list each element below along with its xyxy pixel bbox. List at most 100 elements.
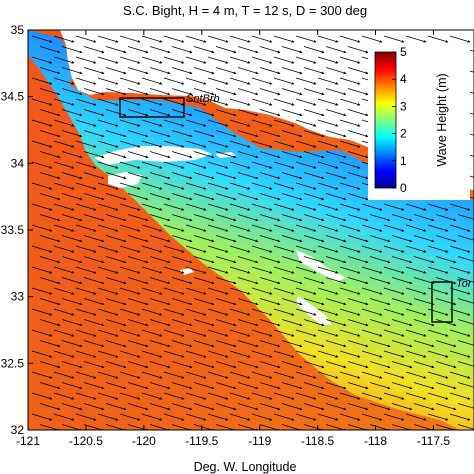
colorbar-label: Wave Height (m) [435, 73, 449, 166]
wave-arrow [457, 382, 474, 388]
wave-arrow [303, 382, 325, 390]
wave-arrow [163, 413, 185, 421]
wave-arrow [83, 277, 105, 285]
wave-arrow [39, 109, 61, 117]
wave-arrow [339, 77, 361, 85]
wave-arrow [251, 329, 273, 337]
wave-arrow [75, 203, 97, 211]
wave-arrow [347, 130, 369, 138]
wave-arrow [457, 319, 474, 325]
wave-arrow [163, 56, 185, 64]
axis-ticks: -121 -120.5 -120 -119.5 -119 -118.5 -118 -117.5… [1, 23, 451, 448]
wave-arrow [303, 67, 325, 75]
wave-arrow [347, 88, 369, 96]
wave-arrow [361, 287, 383, 295]
wave-arrow [149, 88, 171, 96]
wave-arrow [295, 371, 317, 379]
wave-arrow [207, 329, 229, 337]
wave-arrow [215, 361, 237, 369]
wave-arrow [127, 67, 149, 75]
wave-arrow [361, 392, 383, 400]
wave-arrow [39, 130, 61, 138]
wave-arrow [295, 203, 317, 211]
wave-arrow [251, 119, 273, 127]
wave-arrow [119, 140, 141, 148]
wave-arrow [251, 182, 273, 190]
wave-arrow [259, 130, 281, 138]
wave-arrow [427, 371, 449, 379]
wave-arrow [53, 182, 75, 190]
wave-arrow [215, 151, 237, 159]
wave-arrow [163, 392, 185, 400]
wave-arrow [273, 245, 295, 253]
wave-arrow [229, 308, 251, 316]
island-san-clemente [296, 296, 332, 325]
wave-arrow [405, 266, 427, 274]
wave-arrow [295, 413, 317, 421]
wave-arrow [259, 361, 281, 369]
wave-arrow [163, 245, 185, 253]
chart-title: S.C. Bight, H = 4 m, T = 12 s, D = 300 d… [123, 3, 367, 18]
wave-arrow [317, 392, 339, 400]
island-santa-cruz [94, 146, 212, 165]
wave-arrow [229, 56, 251, 64]
wave-arrow [193, 109, 215, 117]
wave-arrow [383, 203, 405, 211]
wave-arrow [325, 151, 347, 159]
wave-arrow [317, 329, 339, 337]
wave-arrow [193, 130, 215, 138]
wave-arrow [127, 46, 149, 54]
wave-arrow [251, 77, 273, 85]
wave-arrow [105, 88, 127, 96]
wave-arrow [251, 140, 273, 148]
wave-arrow [273, 119, 295, 127]
wave-arrow [83, 130, 105, 138]
wave-arrow [325, 382, 347, 390]
wave-arrow [193, 403, 215, 411]
wave-arrow [237, 109, 259, 117]
wave-arrow [347, 235, 369, 243]
wave-arrow [325, 46, 347, 54]
y-tick-label: 34.5 [1, 90, 25, 104]
wave-arrow [391, 298, 413, 306]
wave-arrow [141, 287, 163, 295]
wave-arrow [39, 193, 61, 201]
wave-arrow [413, 256, 435, 264]
wave-arrow [251, 224, 273, 232]
wave-arrow [237, 193, 259, 201]
wave-arrow [171, 340, 193, 348]
wave-arrow [295, 287, 317, 295]
wave-arrow [163, 203, 185, 211]
wave-arrow [317, 35, 339, 43]
wave-arrow [251, 413, 273, 421]
wave-arrow [207, 203, 229, 211]
wave-arrow [193, 172, 215, 180]
wave-arrow [303, 88, 325, 96]
wave-arrow [273, 203, 295, 211]
wave-arrow [39, 67, 61, 75]
wave-arrow [185, 77, 207, 85]
wave-arrow [53, 203, 75, 211]
wave-arrow [97, 56, 119, 64]
wave-arrow [259, 67, 281, 75]
wave-arrow [281, 319, 303, 327]
wave-arrow [369, 382, 391, 390]
wave-arrow [61, 340, 83, 348]
wave-arrow [61, 88, 83, 96]
wave-arrow [229, 203, 251, 211]
wave-arrow [435, 382, 457, 390]
wave-arrow [347, 214, 369, 222]
wave-arrow [237, 319, 259, 327]
wave-arrow [303, 214, 325, 222]
wave-arrow [61, 67, 83, 75]
wave-arrow [457, 235, 474, 241]
wave-arrow [53, 161, 75, 169]
wave-arrow [347, 46, 369, 54]
wave-arrow [273, 329, 295, 337]
x-tick-label: -118 [364, 434, 387, 448]
wave-arrow [281, 67, 303, 75]
wave-arrow [259, 256, 281, 264]
wave-arrow [185, 56, 207, 64]
colorbar-tick-label: 0 [400, 181, 407, 195]
wave-arrow [295, 266, 317, 274]
